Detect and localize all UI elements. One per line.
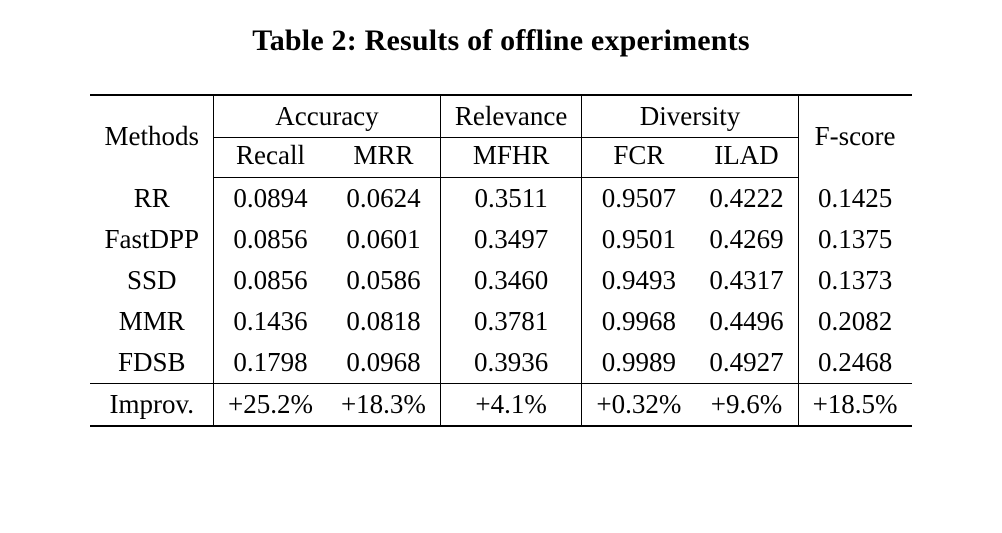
improv-label: Improv.: [90, 384, 213, 427]
cell-mfhr: 0.3460: [440, 260, 581, 301]
cell-fscore: 0.1425: [798, 178, 911, 220]
improv-mrr: +18.3%: [327, 384, 440, 427]
table-body: RR0.08940.06240.35110.95070.42220.1425Fa…: [90, 178, 911, 384]
cell-ilad: 0.4222: [695, 178, 798, 220]
cell-mrr: 0.0624: [327, 178, 440, 220]
cell-recall: 0.0856: [213, 260, 326, 301]
cell-method: SSD: [90, 260, 213, 301]
cell-method: MMR: [90, 301, 213, 342]
page-container: { "caption": "Table 2: Results of offlin…: [0, 0, 1002, 533]
col-fcr: FCR: [582, 138, 695, 178]
col-methods: Methods: [90, 95, 213, 178]
table-row: RR0.08940.06240.35110.95070.42220.1425: [90, 178, 911, 220]
improv-mfhr: +4.1%: [440, 384, 581, 427]
col-ilad: ILAD: [695, 138, 798, 178]
cell-mrr: 0.0601: [327, 219, 440, 260]
cell-mfhr: 0.3497: [440, 219, 581, 260]
improv-fcr: +0.32%: [582, 384, 695, 427]
cell-fscore: 0.2468: [798, 342, 911, 384]
cell-ilad: 0.4496: [695, 301, 798, 342]
table-row: SSD0.08560.05860.34600.94930.43170.1373: [90, 260, 911, 301]
table-improv-body: Improv. +25.2% +18.3% +4.1% +0.32% +9.6%…: [90, 384, 911, 427]
colgroup-relevance: Relevance: [440, 95, 581, 138]
cell-recall: 0.0856: [213, 219, 326, 260]
col-mrr: MRR: [327, 138, 440, 178]
table-header: Methods Accuracy Relevance Diversity F-s…: [90, 95, 911, 178]
col-mfhr: MFHR: [440, 138, 581, 178]
improv-ilad: +9.6%: [695, 384, 798, 427]
cell-mfhr: 0.3936: [440, 342, 581, 384]
improv-row: Improv. +25.2% +18.3% +4.1% +0.32% +9.6%…: [90, 384, 911, 427]
cell-ilad: 0.4927: [695, 342, 798, 384]
cell-method: RR: [90, 178, 213, 220]
table-row: FDSB0.17980.09680.39360.99890.49270.2468: [90, 342, 911, 384]
cell-mrr: 0.0968: [327, 342, 440, 384]
header-row-groups: Methods Accuracy Relevance Diversity F-s…: [90, 95, 911, 138]
colgroup-accuracy: Accuracy: [213, 95, 440, 138]
cell-fcr: 0.9501: [582, 219, 695, 260]
improv-fscore: +18.5%: [798, 384, 911, 427]
cell-fcr: 0.9507: [582, 178, 695, 220]
cell-ilad: 0.4317: [695, 260, 798, 301]
cell-mrr: 0.0586: [327, 260, 440, 301]
cell-fcr: 0.9989: [582, 342, 695, 384]
cell-fcr: 0.9968: [582, 301, 695, 342]
cell-method: FastDPP: [90, 219, 213, 260]
colgroup-diversity: Diversity: [582, 95, 798, 138]
improv-recall: +25.2%: [213, 384, 326, 427]
cell-mfhr: 0.3781: [440, 301, 581, 342]
cell-mrr: 0.0818: [327, 301, 440, 342]
cell-recall: 0.1798: [213, 342, 326, 384]
col-recall: Recall: [213, 138, 326, 178]
table-row: FastDPP0.08560.06010.34970.95010.42690.1…: [90, 219, 911, 260]
cell-mfhr: 0.3511: [440, 178, 581, 220]
cell-recall: 0.1436: [213, 301, 326, 342]
cell-fscore: 0.1375: [798, 219, 911, 260]
results-table: Methods Accuracy Relevance Diversity F-s…: [90, 94, 911, 427]
cell-method: FDSB: [90, 342, 213, 384]
cell-fcr: 0.9493: [582, 260, 695, 301]
header-row-sub: Recall MRR MFHR FCR ILAD: [90, 138, 911, 178]
col-fscore: F-score: [798, 95, 911, 178]
cell-fscore: 0.2082: [798, 301, 911, 342]
cell-fscore: 0.1373: [798, 260, 911, 301]
cell-ilad: 0.4269: [695, 219, 798, 260]
table-caption: Table 2: Results of offline experiments: [70, 24, 932, 58]
table-row: MMR0.14360.08180.37810.99680.44960.2082: [90, 301, 911, 342]
cell-recall: 0.0894: [213, 178, 326, 220]
